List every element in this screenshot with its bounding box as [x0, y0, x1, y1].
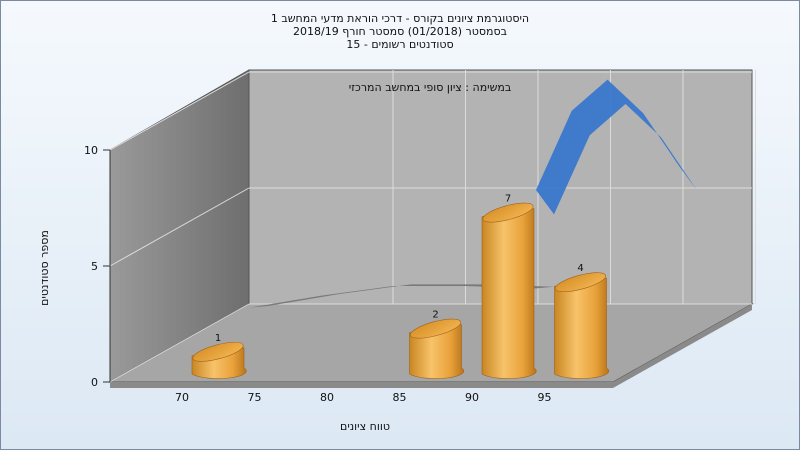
- bar-top-70: [192, 341, 244, 362]
- y-axis-label: מספר סטודנטים: [38, 230, 51, 306]
- x-tick-label-3: 85: [393, 391, 407, 404]
- floor-edge: [110, 382, 613, 388]
- bar-top-85: [410, 318, 461, 339]
- curve-1: [536, 79, 697, 215]
- x-tick-label-0: 70: [175, 391, 189, 404]
- bars-layer: 1 2 7 4: [191, 194, 610, 379]
- chart-title-line-3: סטודנטים רשומים - 15: [346, 38, 454, 51]
- bar-label-95: 4: [577, 263, 583, 274]
- x-axis: 70 75 80 85 90 95: [175, 391, 552, 404]
- x-tick-label-1: 75: [248, 391, 262, 404]
- grid-line-left-2: [109, 71, 250, 151]
- x-tick-label-2: 80: [320, 391, 334, 404]
- bar-label-70: 1: [215, 333, 221, 344]
- y-tick-label-1: 5: [91, 260, 98, 273]
- bar-label-90: 7: [505, 194, 511, 205]
- chart-title-line-2: בסמסטר (01/2018) סמסטר חורף 2018/19: [293, 25, 507, 38]
- grid-line-left-0: [109, 303, 250, 383]
- bar-95: [554, 277, 610, 379]
- y-tick-label-0: 0: [91, 376, 98, 389]
- x-tick-label-5: 95: [538, 391, 552, 404]
- right-edge: [613, 304, 752, 388]
- chart-title-line-1: היסטוגרמת ציונים בקורס - דרכי הוראת מדעי…: [270, 12, 530, 25]
- bar-top-95: [555, 272, 606, 293]
- chart-subtitle: במשימה : ציון סופי במחשב המרכזי: [349, 81, 512, 94]
- y-axis: 0 5 10: [84, 144, 111, 389]
- x-tick-label-4: 90: [465, 391, 479, 404]
- y-tick-label-2: 10: [84, 144, 98, 157]
- bar-top-90: [482, 202, 534, 223]
- grid-line-left-1: [109, 187, 250, 267]
- bar-90: [481, 208, 537, 379]
- x-axis-label: טווח ציונים: [340, 420, 390, 433]
- bar-label-85: 2: [432, 310, 438, 321]
